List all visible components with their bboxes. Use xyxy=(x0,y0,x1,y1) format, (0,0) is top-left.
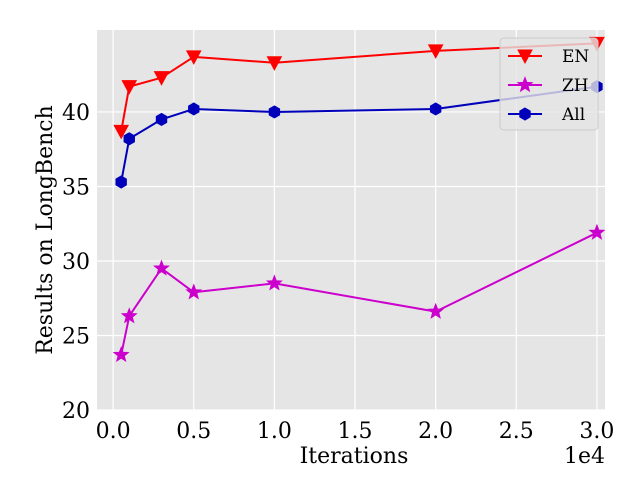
x-axis-title: Iterations xyxy=(300,444,409,469)
data-point-en xyxy=(153,71,170,86)
y-tick-label: 20 xyxy=(62,399,90,424)
data-point-all xyxy=(268,105,281,119)
x-tick-label: 0.5 xyxy=(176,419,211,444)
y-tick-label: 35 xyxy=(62,175,90,200)
legend-marker-all xyxy=(519,107,531,121)
series-all xyxy=(115,80,603,189)
legend-label-en: EN xyxy=(562,47,589,67)
data-point-en xyxy=(121,80,138,95)
data-point-zh xyxy=(185,283,203,300)
legend: EN ZH All xyxy=(499,37,599,131)
data-point-en xyxy=(266,56,283,71)
x-tick-label: 2.0 xyxy=(418,419,453,444)
data-point-zh xyxy=(153,259,170,276)
x-tick-label: 2.5 xyxy=(499,419,534,444)
grid-lines xyxy=(97,30,605,411)
x-tick-label: 0.0 xyxy=(96,419,131,444)
data-point-all xyxy=(429,102,442,116)
data-point-all xyxy=(115,175,127,189)
data-point-en xyxy=(427,44,444,59)
data-point-all xyxy=(123,132,135,146)
legend-label-all: All xyxy=(561,105,585,125)
x-tick-label: 3.0 xyxy=(579,419,614,444)
data-point-zh xyxy=(265,274,283,291)
y-tick-label: 30 xyxy=(62,250,90,275)
data-point-zh xyxy=(427,302,445,319)
data-point-all xyxy=(188,102,200,116)
series-layer xyxy=(112,36,606,363)
x-axis-offset-label: 1e4 xyxy=(564,444,605,469)
data-point-en xyxy=(113,124,130,140)
y-tick-label: 25 xyxy=(62,324,90,349)
data-point-zh xyxy=(112,345,130,363)
legend-marker-zh xyxy=(516,76,534,93)
series-en xyxy=(113,36,605,140)
y-axis-ticks: 20 25 30 35 40 xyxy=(62,101,90,424)
data-point-all xyxy=(155,112,168,126)
x-tick-label: 1.0 xyxy=(257,419,292,444)
legend-label-zh: ZH xyxy=(562,76,589,96)
x-axis-ticks: 0.0 0.5 1.0 1.5 2.0 2.5 3.0 xyxy=(96,419,615,444)
data-point-zh xyxy=(588,223,606,240)
data-point-zh xyxy=(120,307,138,324)
data-point-en xyxy=(185,50,202,65)
y-tick-label: 40 xyxy=(62,101,90,126)
x-tick-label: 1.5 xyxy=(338,419,373,444)
y-axis-title: Results on LongBench xyxy=(33,105,58,355)
series-zh xyxy=(112,223,606,363)
legend-marker-en xyxy=(517,49,533,65)
